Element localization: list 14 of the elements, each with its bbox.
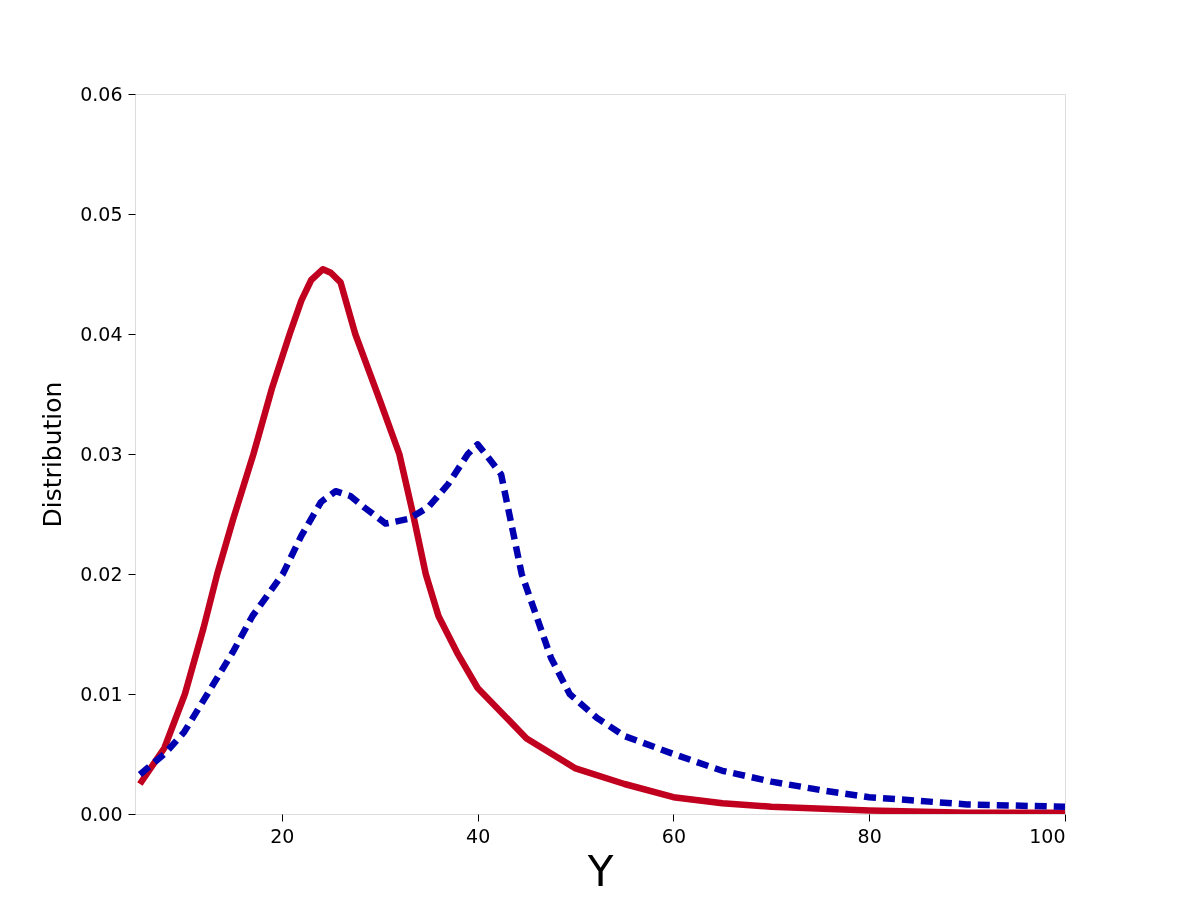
x-tick-label: 40 bbox=[466, 824, 491, 847]
y-axis-title: Distribution bbox=[38, 381, 68, 528]
y-tick-label: 0.02 bbox=[80, 562, 123, 585]
y-tick-label: 0.03 bbox=[80, 442, 123, 465]
x-tick-label: 60 bbox=[661, 824, 687, 847]
y-tick-label: 0.00 bbox=[80, 802, 123, 825]
x-axis-title: Y bbox=[586, 846, 614, 896]
y-tick-label: 0.05 bbox=[80, 202, 123, 225]
x-tick-label: 80 bbox=[857, 824, 882, 847]
y-tick-label: 0.06 bbox=[80, 82, 123, 105]
x-tick-label: 20 bbox=[270, 824, 295, 847]
y-tick-label: 0.01 bbox=[80, 682, 123, 705]
y-tick-label: 0.04 bbox=[80, 322, 123, 345]
x-tick-label: 100 bbox=[1029, 824, 1066, 847]
